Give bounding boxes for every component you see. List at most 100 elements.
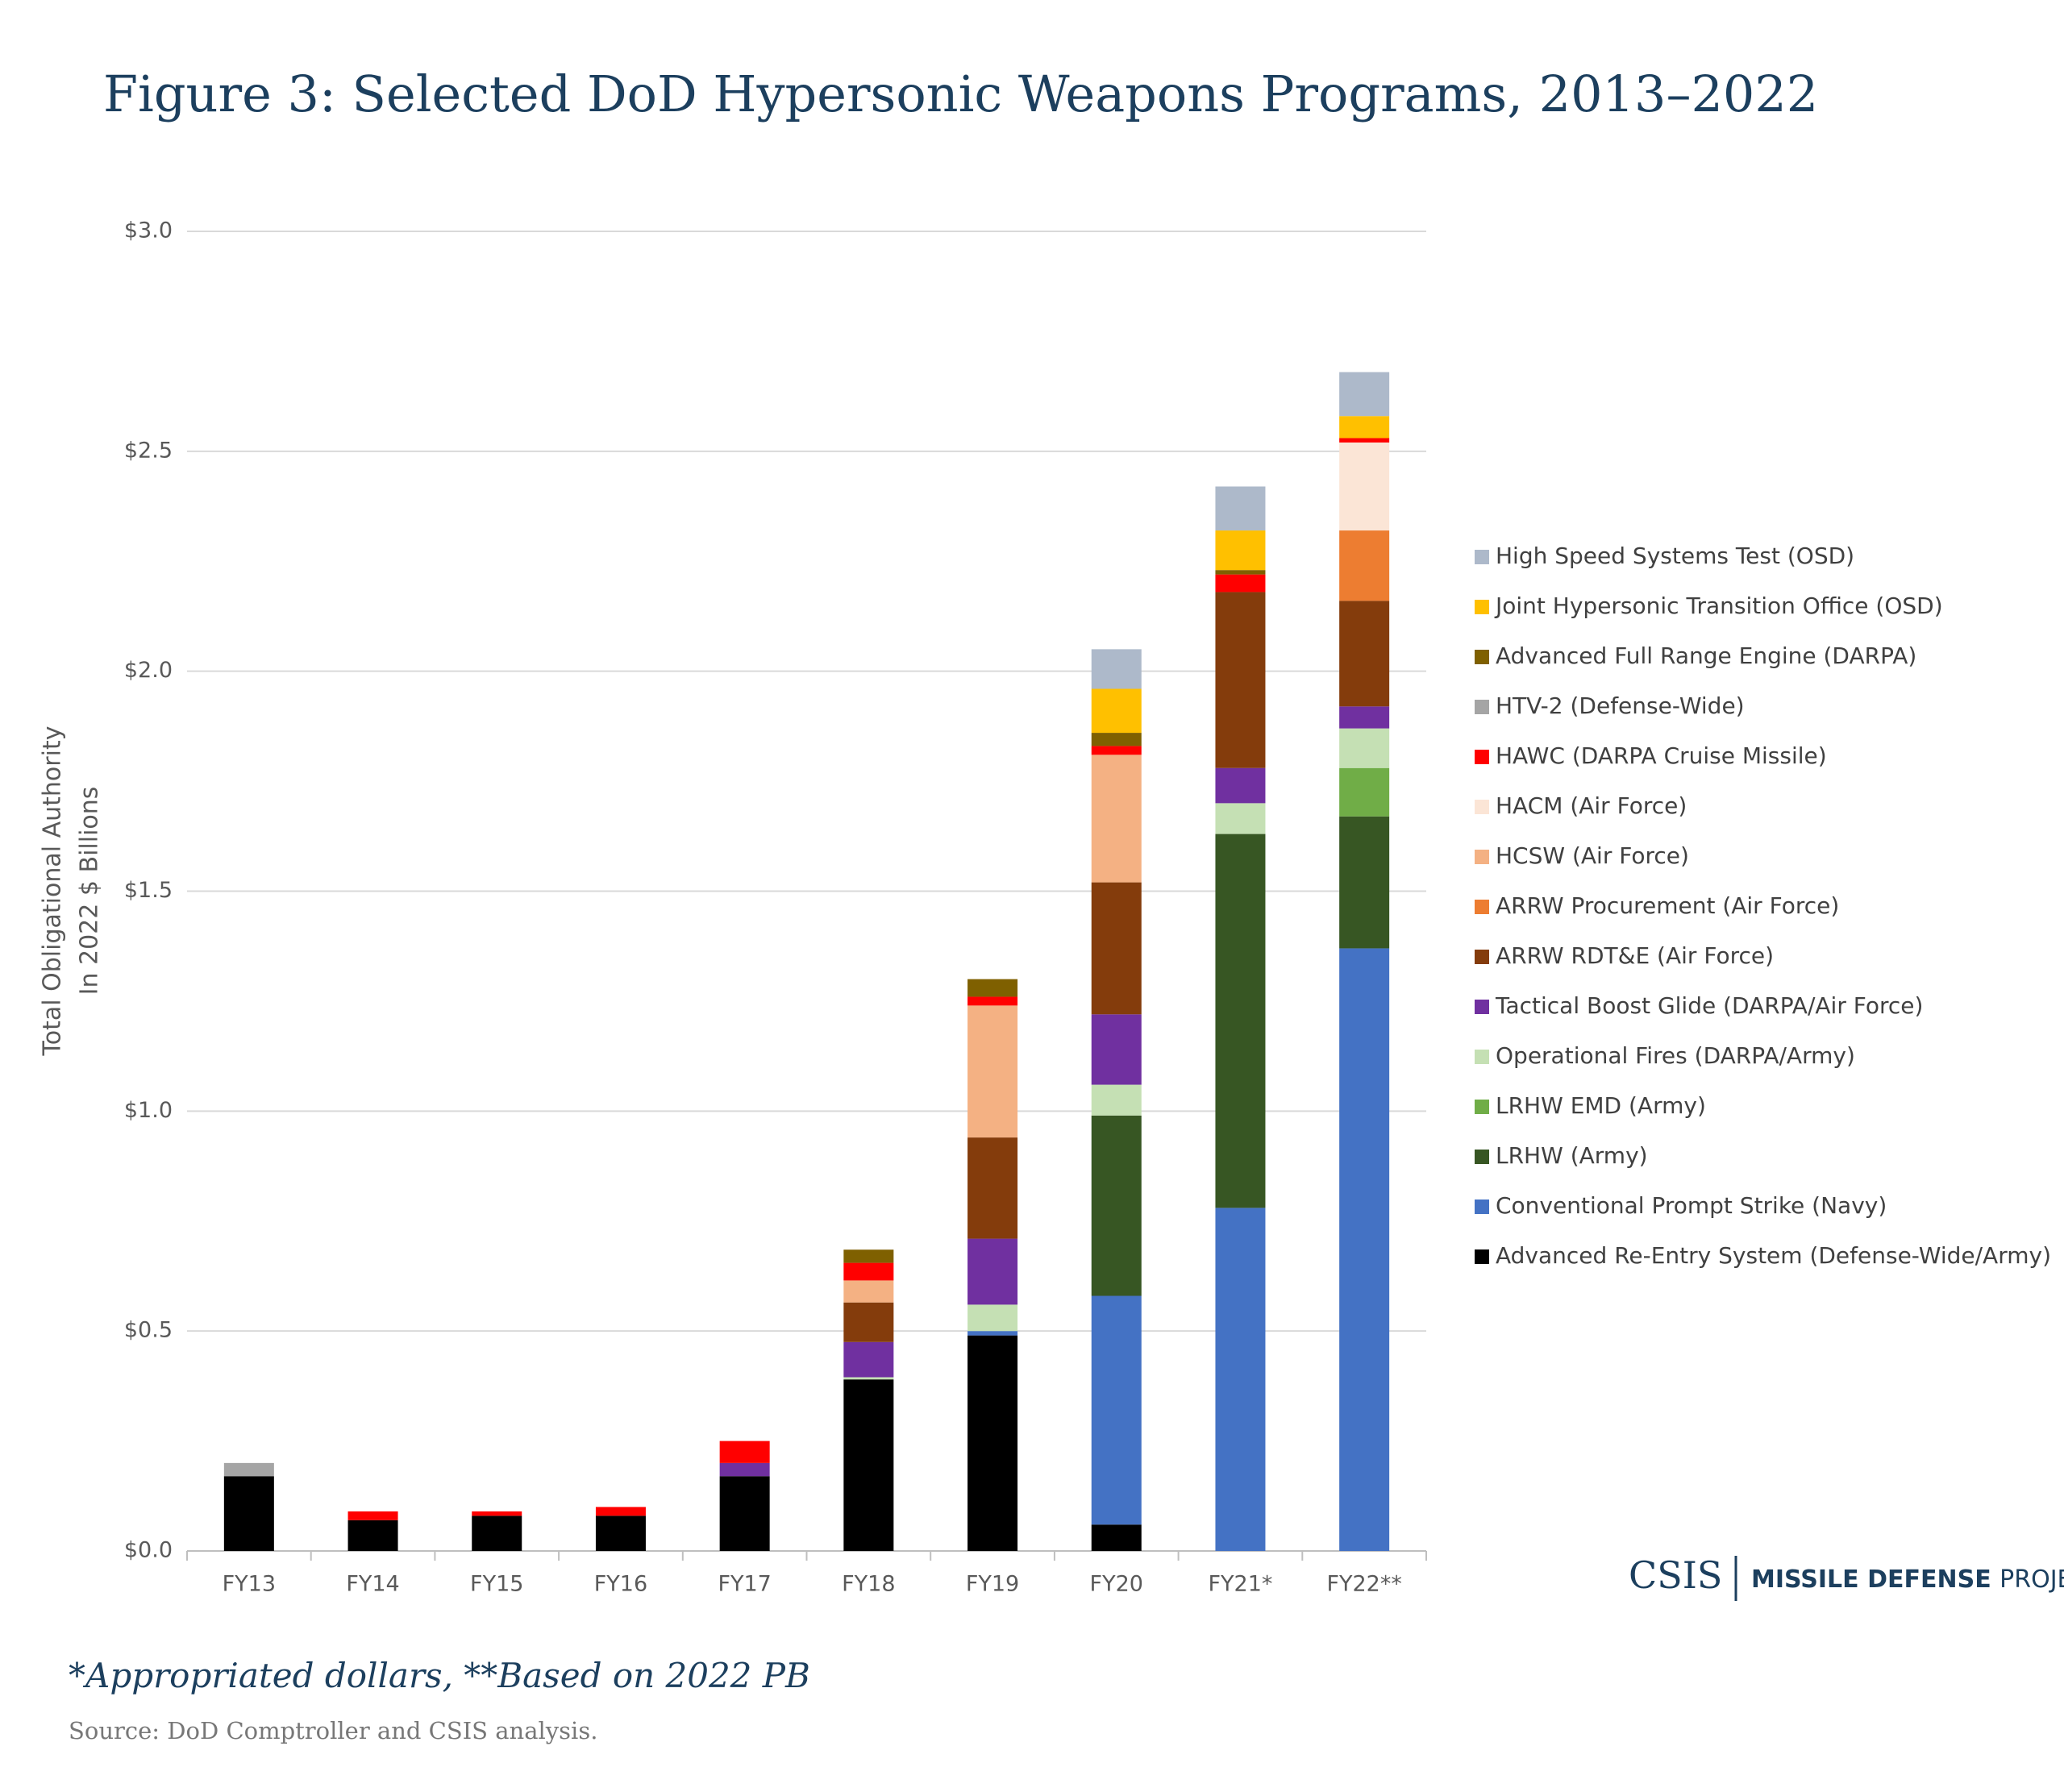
legend-swatch <box>1475 900 1489 914</box>
y-tick-label: $2.5 <box>124 438 173 463</box>
legend-label: HTV-2 (Defense-Wide) <box>1496 692 1745 719</box>
legend-swatch <box>1475 600 1489 614</box>
bar-segment <box>1339 530 1390 601</box>
legend-swatch <box>1475 850 1489 864</box>
legend-label: HAWC (DARPA Cruise Missile) <box>1496 742 1827 769</box>
bar-segment <box>347 1511 398 1520</box>
source: Source: DoD Comptroller and CSIS analysi… <box>69 1717 597 1744</box>
legend-swatch <box>1475 1050 1489 1064</box>
bar-segment <box>1091 1084 1142 1116</box>
bar-segment <box>968 996 1018 1006</box>
bar-segment <box>1215 1208 1266 1551</box>
bar-segment <box>1091 882 1142 1015</box>
bar-segment <box>1215 767 1266 804</box>
bar-segment <box>1215 834 1266 1208</box>
y-tick-label: $1.0 <box>124 1098 173 1123</box>
legend-swatch <box>1475 800 1489 814</box>
x-tick-label: FY20 <box>1090 1572 1143 1597</box>
bar-segment <box>347 1520 398 1551</box>
bar-segment <box>719 1462 770 1477</box>
y-tick-label: $0.0 <box>124 1538 173 1563</box>
legend-label: Conventional Prompt Strike (Navy) <box>1496 1192 1887 1219</box>
bar-segment <box>1339 767 1390 817</box>
legend-label: ARRW Procurement (Air Force) <box>1496 892 1839 919</box>
legend-swatch <box>1475 750 1489 764</box>
legend-label: High Speed Systems Test (OSD) <box>1496 543 1854 569</box>
bar-segment <box>223 1476 274 1551</box>
bar-segment <box>1215 530 1266 571</box>
bar-segment <box>223 1462 274 1477</box>
bar-segment <box>595 1507 646 1516</box>
bar-segment <box>843 1377 894 1380</box>
bar-segment <box>843 1262 894 1281</box>
legend-swatch <box>1475 1249 1489 1264</box>
x-tick-label: FY13 <box>223 1572 276 1597</box>
bar-segment <box>1339 601 1390 707</box>
legend-label: Advanced Re-Entry System (Defense-Wide/A… <box>1496 1242 2051 1269</box>
legend-swatch <box>1475 550 1489 564</box>
bar-segment <box>968 1331 1018 1336</box>
bar-segment <box>719 1441 770 1463</box>
bar-segment <box>1091 1524 1142 1551</box>
logo-project: MISSILE DEFENSE PROJECT <box>1751 1565 2064 1594</box>
bar-segment <box>1339 372 1390 417</box>
legend-swatch <box>1475 700 1489 714</box>
legend-label: Tactical Boost Glide (DARPA/Air Force) <box>1495 992 1923 1019</box>
y-tick-label: $2.0 <box>124 658 173 683</box>
bar-segment <box>1339 728 1390 768</box>
chart-title: Figure 3: Selected DoD Hypersonic Weapon… <box>103 64 1818 123</box>
legend-label: ARRW RDT&E (Air Force) <box>1496 942 1774 969</box>
bar-segment <box>1215 570 1266 575</box>
bar-segment <box>1091 733 1142 746</box>
bar-segment <box>472 1511 522 1516</box>
logo: CSIS MISSILE DEFENSE PROJECT <box>1629 1553 2064 1601</box>
logo-org: CSIS <box>1629 1553 1722 1597</box>
y-axis-title: Total Obligational Authority <box>39 726 67 1057</box>
bar-segment <box>1339 442 1390 531</box>
x-tick-label: FY21* <box>1209 1572 1273 1597</box>
bar-segment <box>1091 649 1142 689</box>
bar-segment <box>1091 1014 1142 1085</box>
legend-label: Operational Fires (DARPA/Army) <box>1496 1042 1855 1069</box>
bar-segment <box>1091 1295 1142 1525</box>
bar-segment <box>968 1335 1018 1551</box>
bar-segment <box>1091 688 1142 734</box>
bar-segment <box>1339 438 1390 443</box>
x-tick-label: FY14 <box>346 1572 399 1597</box>
bar-segment <box>1091 1115 1142 1296</box>
bar-segment <box>843 1341 894 1378</box>
bar-segment <box>843 1302 894 1342</box>
x-tick-label: FY17 <box>718 1572 771 1597</box>
legend-swatch <box>1475 1000 1489 1014</box>
bar-segment <box>843 1249 894 1263</box>
bar-segment <box>968 979 1018 997</box>
legend-label: Advanced Full Range Engine (DARPA) <box>1496 642 1916 669</box>
bar-segment <box>1215 592 1266 768</box>
legend-label: LRHW (Army) <box>1496 1142 1648 1169</box>
legend-label: Joint Hypersonic Transition Office (OSD) <box>1494 592 1943 619</box>
legend-swatch <box>1475 650 1489 664</box>
x-tick-label: FY16 <box>594 1572 647 1597</box>
bar-segment <box>843 1280 894 1303</box>
bar-segment <box>968 1005 1018 1138</box>
y-tick-label: $3.0 <box>124 218 173 243</box>
x-tick-label: FY18 <box>842 1572 895 1597</box>
bar-segment <box>1215 486 1266 531</box>
bar-segment <box>1339 816 1390 949</box>
legend-swatch <box>1475 1100 1489 1114</box>
bar-segment <box>968 1137 1018 1239</box>
x-tick-label: FY19 <box>966 1572 1019 1597</box>
bar-segment <box>1091 746 1142 755</box>
bar-segment <box>968 1304 1018 1332</box>
x-tick-label: FY22** <box>1326 1572 1401 1597</box>
x-tick-label: FY15 <box>470 1572 523 1597</box>
legend-label: HACM (Air Force) <box>1496 792 1687 819</box>
bar-segment <box>1215 574 1266 592</box>
legend-swatch <box>1475 1150 1489 1164</box>
y-axis-title: In 2022 $ Billions <box>76 787 104 996</box>
bar-segment <box>595 1516 646 1551</box>
bar-segment <box>1339 706 1390 729</box>
y-tick-label: $0.5 <box>124 1318 173 1343</box>
y-tick-label: $1.5 <box>124 878 173 903</box>
legend-label: LRHW EMD (Army) <box>1496 1092 1706 1119</box>
